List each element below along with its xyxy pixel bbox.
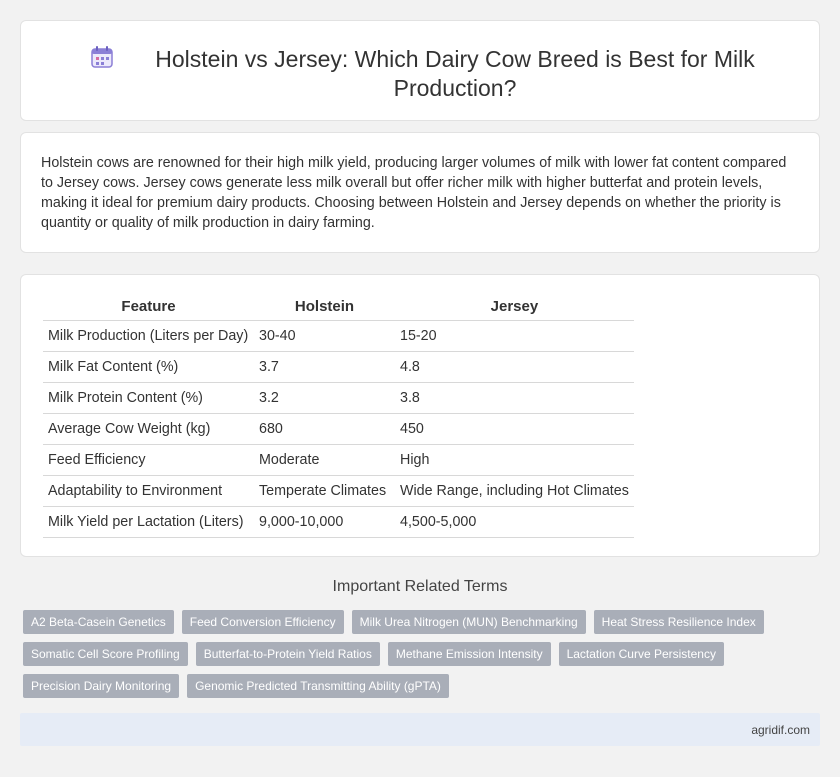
- related-term-tag[interactable]: A2 Beta-Casein Genetics: [23, 610, 174, 634]
- header-holstein: Holstein: [254, 294, 395, 321]
- holstein-cell: 9,000-10,000: [254, 506, 395, 538]
- related-terms-tags: A2 Beta-Casein Genetics Feed Conversion …: [23, 610, 803, 706]
- related-term-tag[interactable]: Genomic Predicted Transmitting Ability (…: [187, 674, 449, 698]
- related-term-tag[interactable]: Feed Conversion Efficiency: [181, 610, 344, 634]
- intro-paragraph: Holstein cows are renowned for their hig…: [41, 155, 787, 231]
- jersey-cell: High: [395, 444, 634, 476]
- table-header-row: Feature Holstein Jersey: [43, 294, 634, 321]
- holstein-cell: 3.7: [254, 351, 395, 383]
- header-jersey: Jersey: [395, 294, 634, 321]
- related-term-tag[interactable]: Butterfat-to-Protein Yield Ratios: [195, 642, 380, 666]
- feature-cell: Average Cow Weight (kg): [43, 413, 254, 445]
- related-term-tag[interactable]: Somatic Cell Score Profiling: [23, 642, 188, 666]
- table-row: Milk Protein Content (%) 3.2 3.8: [43, 382, 634, 414]
- jersey-cell: 450: [395, 413, 634, 445]
- related-term-tag[interactable]: Methane Emission Intensity: [387, 642, 551, 666]
- table-row: Milk Yield per Lactation (Liters) 9,000-…: [43, 506, 634, 538]
- feature-cell: Milk Protein Content (%): [43, 382, 254, 414]
- table-row: Feed Efficiency Moderate High: [43, 444, 634, 476]
- comparison-table: Feature Holstein Jersey Milk Production …: [43, 294, 634, 538]
- holstein-cell: 680: [254, 413, 395, 445]
- tag-row: Somatic Cell Score Profiling Butterfat-t…: [23, 642, 803, 666]
- feature-cell: Feed Efficiency: [43, 444, 254, 476]
- comparison-table-card: Feature Holstein Jersey Milk Production …: [20, 274, 820, 557]
- tag-row: A2 Beta-Casein Genetics Feed Conversion …: [23, 610, 803, 634]
- holstein-cell: Temperate Climates: [254, 475, 395, 507]
- jersey-cell: 15-20: [395, 320, 634, 352]
- footer-bar: agridif.com: [20, 713, 820, 746]
- jersey-cell: 4.8: [395, 351, 634, 383]
- related-term-tag[interactable]: Precision Dairy Monitoring: [23, 674, 180, 698]
- table-row: Milk Production (Liters per Day) 30-40 1…: [43, 320, 634, 352]
- feature-cell: Milk Yield per Lactation (Liters): [43, 506, 254, 538]
- related-term-tag[interactable]: Lactation Curve Persistency: [558, 642, 724, 666]
- holstein-cell: Moderate: [254, 444, 395, 476]
- footer-site-link[interactable]: agridif.com: [751, 723, 810, 737]
- table-row: Adaptability to Environment Temperate Cl…: [43, 475, 634, 507]
- header-feature: Feature: [43, 294, 254, 321]
- page-title: Holstein vs Jersey: Which Dairy Cow Bree…: [155, 46, 755, 101]
- jersey-cell: 4,500-5,000: [395, 506, 634, 538]
- related-term-tag[interactable]: Heat Stress Resilience Index: [593, 610, 764, 634]
- feature-cell: Adaptability to Environment: [43, 475, 254, 507]
- intro-card: Holstein cows are renowned for their hig…: [20, 132, 820, 253]
- jersey-cell: Wide Range, including Hot Climates: [395, 475, 634, 507]
- holstein-cell: 30-40: [254, 320, 395, 352]
- related-terms-heading: Important Related Terms: [332, 578, 508, 595]
- table-row: Milk Fat Content (%) 3.7 4.8: [43, 351, 634, 383]
- feature-cell: Milk Fat Content (%): [43, 351, 254, 383]
- feature-cell: Milk Production (Liters per Day): [43, 320, 254, 352]
- jersey-cell: 3.8: [395, 382, 634, 414]
- calendar-icon: [91, 46, 113, 68]
- table-row: Average Cow Weight (kg) 680 450: [43, 413, 634, 445]
- related-term-tag[interactable]: Milk Urea Nitrogen (MUN) Benchmarking: [351, 610, 586, 634]
- title-card: Holstein vs Jersey: Which Dairy Cow Bree…: [20, 20, 820, 121]
- holstein-cell: 3.2: [254, 382, 395, 414]
- tag-row: Precision Dairy Monitoring Genomic Predi…: [23, 674, 803, 698]
